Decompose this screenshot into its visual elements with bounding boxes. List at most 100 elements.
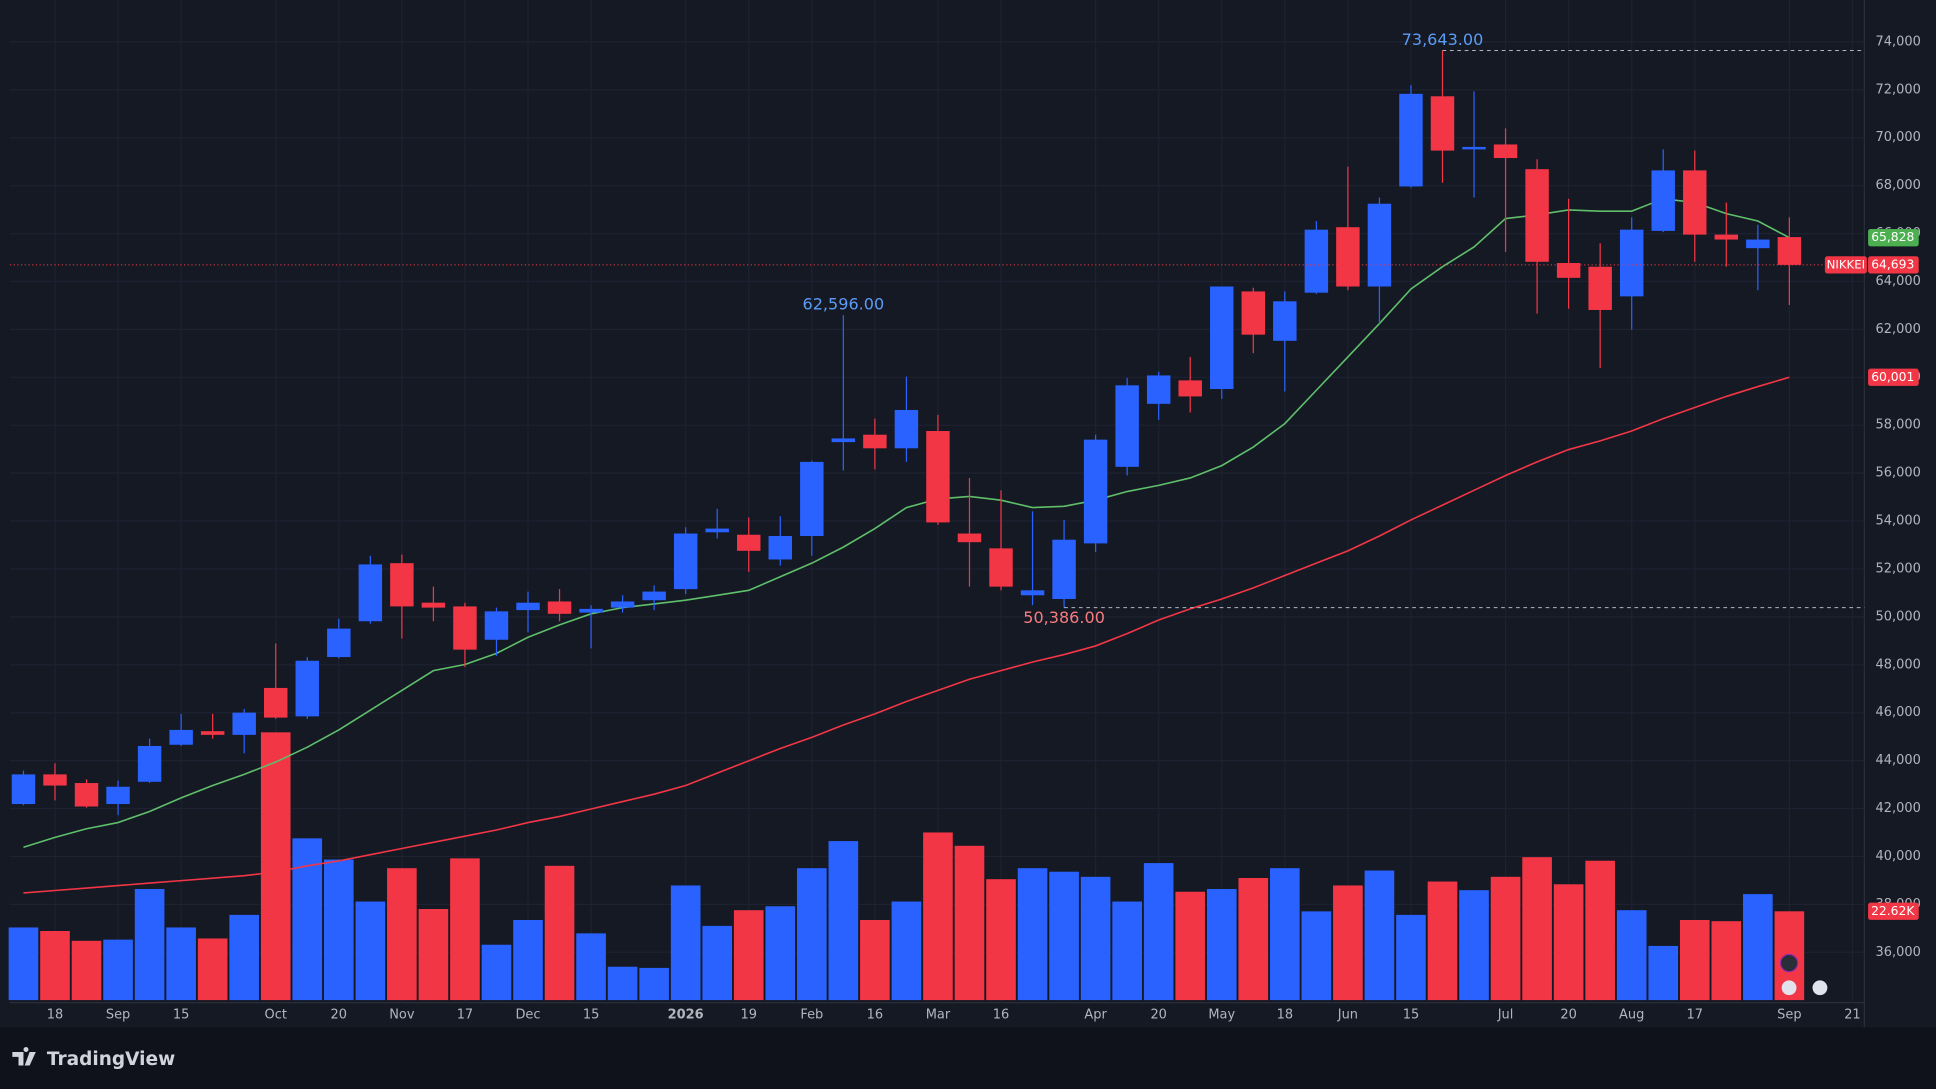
event-icons: [1779, 953, 1828, 996]
moving-average: [23, 376, 1790, 894]
volume-bar: [639, 967, 669, 1001]
candle-body: [11, 774, 36, 805]
y-tick-label: 36,000: [1876, 945, 1921, 960]
candle-body: [1304, 229, 1329, 293]
volume-bar: [134, 888, 165, 1001]
volume-bar: [260, 732, 291, 1001]
symbol-tag: [1824, 256, 1867, 274]
candle-body: [673, 533, 698, 590]
candle-body: [1714, 234, 1739, 240]
candle-body: [43, 774, 67, 786]
y-tick-label: 44,000: [1876, 753, 1921, 768]
candle-body: [894, 410, 919, 449]
volume-bar: [229, 914, 260, 1001]
moving-average: [23, 197, 1790, 849]
candle-body: [390, 563, 414, 607]
candle-body: [169, 729, 193, 745]
volume-bar: [40, 930, 70, 1001]
candle-body: [926, 430, 950, 523]
candle-body: [106, 786, 130, 805]
volume-bar: [986, 879, 1016, 1001]
logo: TradingView: [12, 1047, 175, 1070]
price-tag-label: 60,001: [1871, 370, 1914, 384]
volume-bar: [1522, 857, 1552, 1001]
candle-body: [1619, 229, 1644, 297]
candle-body: [1746, 239, 1770, 249]
y-tick-label: 46,000: [1876, 705, 1921, 720]
footer-bar: [0, 1027, 1936, 1089]
volume-bar: [828, 841, 859, 1001]
volume-bar: [1238, 877, 1269, 1001]
volume-bar: [1648, 945, 1679, 1001]
candle-body: [1273, 301, 1297, 341]
x-tick-label: 20: [1150, 1007, 1166, 1022]
price-tag: [1868, 368, 1919, 386]
volume-bar: [923, 832, 953, 1001]
candle-body: [1399, 93, 1423, 187]
volume-bar: [1080, 876, 1111, 1001]
candle-body: [1493, 144, 1518, 159]
price-tag-label: 65,828: [1871, 230, 1914, 244]
x-tick-label: Sep: [1777, 1007, 1801, 1022]
volume-bar: [1585, 860, 1615, 1001]
volume-bar: [1427, 881, 1458, 1001]
candle-body: [957, 533, 982, 543]
candle-body: [1430, 96, 1455, 151]
candle-body: [1115, 385, 1139, 467]
x-tick-label: 18: [1277, 1007, 1293, 1022]
y-tick-label: 62,000: [1876, 322, 1921, 337]
candle-body: [1020, 590, 1045, 596]
candle-body: [453, 606, 477, 650]
volume-bar: [1616, 910, 1647, 1001]
volume-bar: [1301, 911, 1332, 1001]
x-tick-label: Sep: [106, 1007, 130, 1022]
x-tick-label: 20: [331, 1007, 347, 1022]
candle-body: [484, 611, 509, 640]
y-tick-label: 64,000: [1876, 274, 1921, 289]
volume-bar: [891, 901, 922, 1001]
y-tick-label: 50,000: [1876, 609, 1921, 624]
candle-body: [1052, 539, 1076, 600]
volume-bar: [166, 927, 196, 1001]
candle-body: [1210, 286, 1234, 390]
x-tick-label: Jun: [1337, 1007, 1358, 1022]
y-tick-label: 48,000: [1876, 657, 1921, 672]
volume-tag: [1868, 902, 1919, 920]
candle-body: [137, 745, 162, 782]
x-tick-label: 15: [173, 1007, 189, 1022]
volume-tag-label: 22.62K: [1871, 904, 1915, 918]
price-tag: [1868, 256, 1919, 274]
volume-bar: [355, 901, 386, 1001]
event-icon: [1812, 980, 1828, 996]
volume-bar: [796, 868, 827, 1001]
x-tick-label: May: [1208, 1007, 1235, 1022]
candle-body: [516, 602, 540, 611]
x-tick-label: 16: [867, 1007, 883, 1022]
x-tick-label: 19: [741, 1007, 757, 1022]
candle-body: [1178, 380, 1202, 397]
volume-bar: [1490, 876, 1521, 1001]
extreme-label: 62,596.00: [803, 295, 885, 314]
volume-bar: [670, 885, 701, 1001]
y-tick-label: 58,000: [1876, 418, 1921, 433]
volume-bar: [1270, 868, 1300, 1001]
candle-body: [74, 783, 99, 807]
candle-body: [1651, 170, 1675, 231]
price-pane: 73,643.00 62,596.00 50,386.00: [9, 30, 1865, 894]
volume-bar: [1396, 914, 1426, 1001]
candle-body: [1367, 203, 1392, 287]
candle-body: [642, 591, 666, 601]
candle-body: [989, 548, 1013, 587]
candle-body: [232, 712, 256, 735]
logo-icon: [12, 1047, 36, 1066]
candle-body: [1777, 237, 1802, 265]
axes: 36,00038,00040,00042,00044,00046,00048,0…: [47, 34, 1921, 1022]
x-tick-label: 18: [47, 1007, 63, 1022]
x-tick-label: Mar: [926, 1007, 951, 1022]
extreme-label: 73,643.00: [1402, 30, 1484, 49]
candle-body: [1462, 146, 1486, 150]
volume-bar: [387, 868, 417, 1001]
y-tick-label: 72,000: [1876, 82, 1921, 97]
x-tick-label: 15: [1403, 1007, 1419, 1022]
